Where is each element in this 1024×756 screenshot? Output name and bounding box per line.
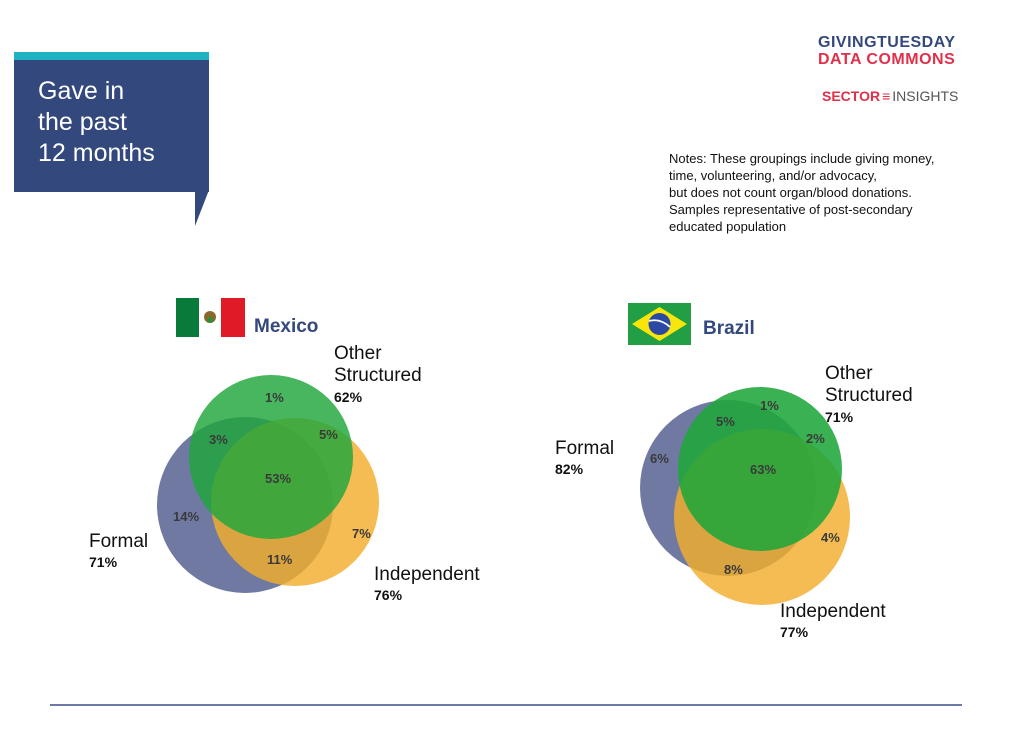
brazil-independent-total: 77% <box>780 624 809 640</box>
mexico-other-independent-value: 5% <box>319 427 338 442</box>
givingtuesday-logo-line1: GIVINGTUESDAY <box>818 34 956 51</box>
sector-logo-part1: SECTOR <box>822 88 881 104</box>
mexico-other-only-value: 1% <box>265 390 284 405</box>
brazil-other-structured-total: 71% <box>825 409 854 425</box>
mexico-flag-icon <box>176 298 245 337</box>
brazil-other-structured-circle <box>678 387 842 551</box>
notes-text: Notes: These groupings include giving mo… <box>669 151 935 234</box>
brazil-formal-independent-value: 8% <box>724 562 743 577</box>
mexico-independent-label: Independent <box>374 564 480 585</box>
title-box-tail <box>195 190 209 226</box>
sector-insights-logo: SECTOR ≡ INSIGHTS <box>822 88 958 104</box>
mexico-formal-other-value: 3% <box>209 432 228 447</box>
brazil-flag-icon <box>628 303 691 345</box>
brazil-formal-other-value: 5% <box>716 414 735 429</box>
mexico-independent-only-value: 7% <box>352 526 371 541</box>
mexico-country-label: Mexico <box>254 316 319 337</box>
title-box <box>14 52 209 192</box>
mexico-other-structured-circle <box>189 375 353 539</box>
brazil-independent-label: Independent <box>780 601 886 622</box>
mexico-independent-total: 76% <box>374 587 403 603</box>
mexico-formal-independent-value: 11% <box>267 552 293 567</box>
page-title: Gave in the past 12 months <box>38 77 155 167</box>
brazil-independent-only-value: 4% <box>821 530 840 545</box>
mexico-formal-total: 71% <box>89 554 118 570</box>
mexico-other-structured-label: Other Structured <box>334 343 422 386</box>
sector-logo-mark: ≡ <box>882 88 891 104</box>
brazil-formal-only-value: 6% <box>650 451 669 466</box>
brazil-all-three-value: 63% <box>750 462 777 477</box>
brazil-country-label: Brazil <box>703 318 755 339</box>
mexico-formal-label: Formal <box>89 531 149 552</box>
brazil-formal-total: 82% <box>555 461 584 477</box>
mexico-all-three-value: 53% <box>265 471 292 486</box>
brazil-other-independent-value: 2% <box>806 431 825 446</box>
brazil-other-only-value: 1% <box>760 398 779 413</box>
mexico-formal-only-value: 14% <box>173 509 200 524</box>
givingtuesday-logo-line2: DATA COMMONS <box>818 51 956 68</box>
mexico-other-structured-total: 62% <box>334 389 363 405</box>
brazil-other-structured-label: Other Structured <box>825 363 913 406</box>
brazil-formal-label: Formal <box>555 438 615 459</box>
sector-logo-part2: INSIGHTS <box>892 88 959 104</box>
bottom-divider <box>50 704 962 706</box>
